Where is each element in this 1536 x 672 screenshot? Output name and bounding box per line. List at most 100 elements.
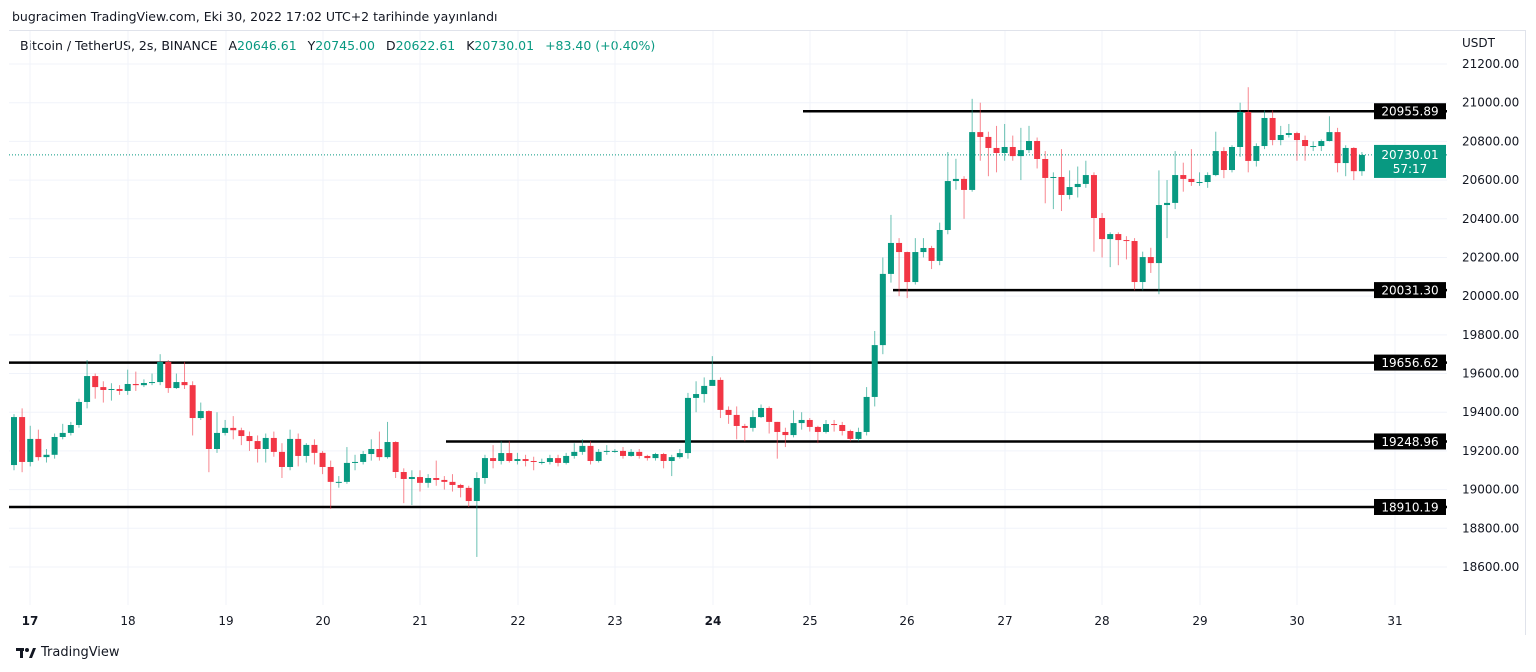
candle-up: [303, 444, 310, 456]
candle-down: [644, 455, 651, 459]
price-axis[interactable]: USDT 21200.00 21000.00 20800.00 20600.00 204…: [1462, 36, 1519, 574]
close-value: 20730.01: [474, 38, 535, 53]
candle-down: [1302, 140, 1309, 147]
candle-up: [758, 407, 765, 418]
candle-up: [43, 454, 50, 458]
candle-down: [327, 466, 334, 482]
candle-down: [961, 178, 968, 190]
chart-right-border: [1525, 30, 1526, 635]
candle-up: [498, 453, 505, 461]
candle-down: [1350, 147, 1357, 172]
x-tick-label: 29: [1192, 614, 1207, 628]
candle-down: [1245, 111, 1252, 161]
candle-up: [1082, 175, 1089, 184]
candle-up: [343, 462, 350, 482]
countdown-label: 57:17: [1393, 162, 1428, 176]
candle-up: [611, 450, 618, 452]
x-tick-label: 24: [705, 614, 722, 628]
candle-down: [717, 379, 724, 410]
x-tick-label: 23: [607, 614, 622, 628]
candle-up: [214, 432, 220, 449]
candle-down: [92, 376, 99, 388]
candle-up: [262, 437, 269, 449]
candle-down: [433, 478, 440, 480]
candle-down: [392, 442, 399, 473]
candle-down: [806, 419, 813, 427]
open-value: 20646.61: [237, 38, 297, 53]
level-tag: [1374, 103, 1446, 120]
candle-up: [1237, 111, 1244, 147]
candle-up: [27, 438, 34, 462]
level-tag-label: 19248.96: [1381, 435, 1438, 449]
candle-down: [376, 448, 383, 458]
candle-up: [546, 458, 553, 462]
candle-up: [701, 385, 708, 395]
y-tick-label: 19400.00: [1462, 405, 1519, 419]
candle-down: [19, 417, 26, 462]
candle-down: [181, 382, 188, 386]
candle-up: [603, 450, 610, 452]
candle-up: [368, 448, 375, 455]
y-tick-label: 19200.00: [1462, 444, 1519, 458]
candle-down: [774, 421, 781, 432]
candle-down: [319, 452, 326, 467]
candle-down: [928, 247, 935, 261]
candle-down: [100, 387, 107, 390]
candle-down: [896, 242, 903, 253]
candle-up: [1204, 175, 1211, 183]
x-tick-label: 22: [510, 614, 525, 628]
last-price-label: 20730.01: [1381, 148, 1438, 162]
x-tick-label: 19: [218, 614, 233, 628]
candle-down: [839, 424, 846, 431]
last-price-tag: [1374, 144, 1446, 178]
candle-down: [1034, 140, 1041, 159]
candle-up: [1277, 135, 1284, 141]
candle-down: [985, 136, 992, 148]
candle-down: [1090, 175, 1097, 218]
candle-up: [84, 376, 91, 402]
tradingview-footer: TradingView: [16, 645, 120, 660]
candle-up: [1172, 175, 1179, 203]
candle-up: [595, 451, 602, 461]
candle-up: [693, 394, 700, 398]
candle-up: [1212, 151, 1219, 176]
candle-up: [1155, 205, 1162, 264]
candle-up: [473, 478, 480, 502]
open-key: A: [228, 38, 238, 53]
candle-up: [157, 361, 164, 383]
y-tick-label: 18800.00: [1462, 521, 1519, 535]
symbol-name[interactable]: Bitcoin / TetherUS, 2s, BINANCE: [20, 38, 218, 53]
level-tag: [1374, 282, 1446, 299]
candle-up: [352, 461, 359, 463]
time-axis[interactable]: 17 18 19 20 21 22 23 24 25 26 27 28 29 30 31: [22, 614, 1403, 628]
candle-down: [230, 427, 237, 431]
y-tick-label: 20400.00: [1462, 212, 1519, 226]
candle-up: [1139, 257, 1146, 283]
candle-up: [360, 454, 367, 462]
candle-down: [165, 361, 172, 389]
candle-down: [1009, 146, 1016, 157]
y-tick-label: 19600.00: [1462, 367, 1519, 381]
candle-up: [823, 424, 829, 432]
candle-down: [1123, 240, 1130, 242]
horizontal-levels: [9, 109, 1447, 509]
level-tag: [1374, 354, 1446, 371]
candle-up: [579, 445, 586, 452]
price-tags: 20955.89 20031.30 19656.62 19248.96 18910.19…: [1374, 103, 1446, 515]
candle-up: [1001, 146, 1008, 153]
candle-up: [1107, 234, 1114, 240]
candle-up: [676, 453, 683, 458]
x-tick-label: 25: [802, 614, 817, 628]
candle-up: [408, 477, 415, 479]
candle-up: [173, 382, 180, 389]
low-value: 20622.61: [395, 38, 456, 53]
candle-down: [1269, 117, 1276, 141]
candle-up: [425, 478, 432, 483]
candle-down: [741, 425, 748, 428]
candle-down: [733, 414, 740, 426]
publish-caption: bugracimen TradingView.com, Eki 30, 2022…: [12, 9, 498, 24]
candle-up: [871, 345, 878, 397]
y-tick-label: 21200.00: [1462, 57, 1519, 71]
candle-up: [1050, 176, 1057, 178]
